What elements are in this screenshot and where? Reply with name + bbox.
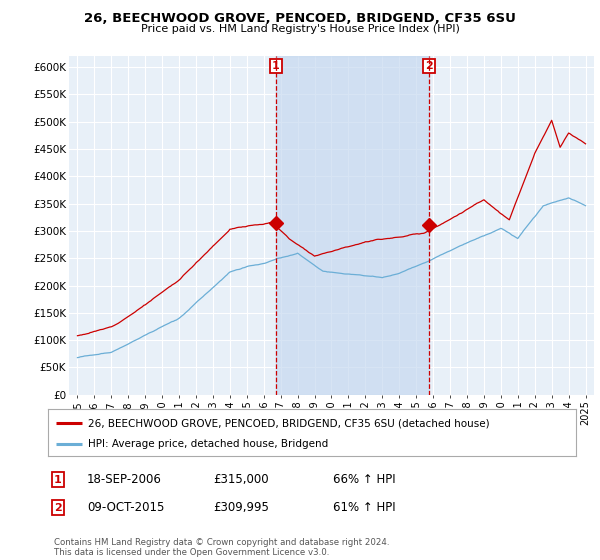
Text: Price paid vs. HM Land Registry's House Price Index (HPI): Price paid vs. HM Land Registry's House … [140,24,460,34]
Bar [276,56,429,395]
Text: 09-OCT-2015: 09-OCT-2015 [87,501,164,515]
Text: 66% ↑ HPI: 66% ↑ HPI [333,473,395,487]
Text: £315,000: £315,000 [213,473,269,487]
Text: HPI: Average price, detached house, Bridgend: HPI: Average price, detached house, Brid… [88,438,328,449]
Text: 1: 1 [272,61,280,71]
Text: £309,995: £309,995 [213,501,269,515]
Text: 2: 2 [425,61,433,71]
Text: Contains HM Land Registry data © Crown copyright and database right 2024.
This d: Contains HM Land Registry data © Crown c… [54,538,389,557]
Text: 26, BEECHWOOD GROVE, PENCOED, BRIDGEND, CF35 6SU: 26, BEECHWOOD GROVE, PENCOED, BRIDGEND, … [84,12,516,25]
Text: 1: 1 [54,475,62,485]
Text: 18-SEP-2006: 18-SEP-2006 [87,473,162,487]
Text: 26, BEECHWOOD GROVE, PENCOED, BRIDGEND, CF35 6SU (detached house): 26, BEECHWOOD GROVE, PENCOED, BRIDGEND, … [88,418,489,428]
Text: 2: 2 [54,503,62,513]
Text: 61% ↑ HPI: 61% ↑ HPI [333,501,395,515]
